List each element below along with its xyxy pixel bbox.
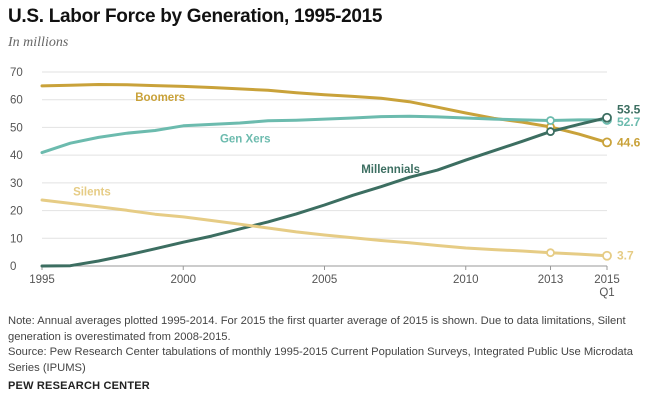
note-text: Note: Annual averages plotted 1995-2014.… — [8, 315, 626, 343]
x-tick-sublabel-2015: Q1 — [599, 287, 614, 299]
series-label-gen-xers: Gen Xers — [220, 134, 271, 146]
end-value-boomers: 44.6 — [617, 135, 641, 149]
marker-silents-2013 — [546, 248, 555, 258]
y-tick-label-0: 0 — [10, 261, 16, 273]
y-tick-label-70: 70 — [10, 67, 23, 79]
y-tick-label-50: 50 — [10, 122, 23, 134]
marker-silents-2015 — [602, 250, 612, 261]
x-tick-label-1995: 1995 — [29, 274, 55, 286]
x-tick-label-2015: 2015 — [594, 274, 620, 286]
y-tick-label-10: 10 — [10, 233, 23, 245]
series-label-boomers: Boomers — [135, 92, 185, 104]
marker-millennials-2013 — [546, 127, 555, 136]
series-line-silents — [40, 198, 609, 258]
end-value-millennials: 53.5 — [617, 103, 641, 117]
y-tick-label-60: 60 — [10, 95, 23, 107]
marker-millennials-2015 — [602, 112, 612, 123]
x-tick-label-2010: 2010 — [453, 274, 479, 286]
marker-boomers-2015 — [602, 137, 612, 148]
x-tick-label-2005: 2005 — [312, 274, 338, 286]
chart-subtitle: In millions — [8, 35, 69, 50]
line-chart: 0 10 20 30 40 50 60 70 1995 2000 2005 2010 2013 2015Q… — [10, 67, 641, 299]
series-label-silents: Silents — [73, 186, 111, 198]
series-label-millennials: Millennials — [361, 164, 420, 176]
y-tick-label-30: 30 — [10, 178, 23, 190]
y-tick-label-40: 40 — [10, 150, 23, 162]
series-line-gen-xers — [40, 114, 609, 155]
series-line-millennials — [40, 116, 609, 268]
y-tick-label-20: 20 — [10, 206, 23, 218]
end-value-gen-xers: 52.7 — [617, 115, 641, 129]
end-value-silents: 3.7 — [617, 249, 634, 263]
x-tick-label-2013: 2013 — [538, 274, 564, 286]
source-text: Source: Pew Research Center tabulations … — [8, 346, 633, 374]
chart-title: U.S. Labor Force by Generation, 1995-201… — [8, 6, 383, 27]
x-tick-label-2000: 2000 — [170, 274, 196, 286]
marker-gen-xers-2013 — [546, 116, 555, 125]
brand-logo-text: PEW RESEARCH CENTER — [8, 380, 150, 392]
chart-notes: Note: Annual averages plotted 1995-2014.… — [8, 314, 644, 376]
